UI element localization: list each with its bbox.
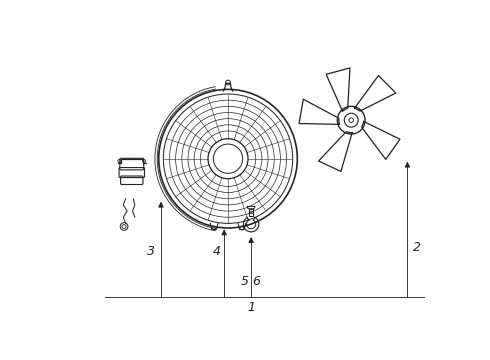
Text: 2: 2 <box>413 241 421 254</box>
Text: 5: 5 <box>241 275 249 288</box>
Text: 6: 6 <box>252 275 261 288</box>
Text: 3: 3 <box>147 244 155 258</box>
Text: 1: 1 <box>247 301 255 314</box>
Text: 4: 4 <box>213 244 220 258</box>
